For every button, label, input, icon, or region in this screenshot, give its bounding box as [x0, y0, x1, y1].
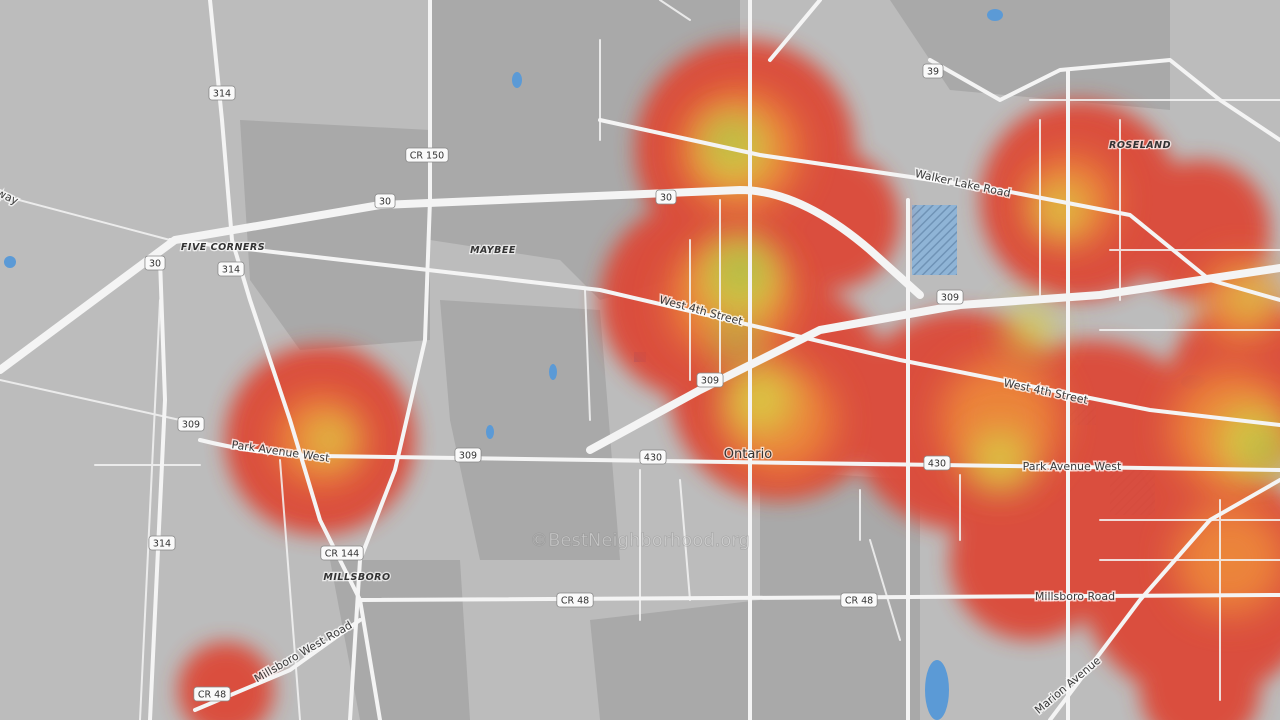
route-shield-box [639, 449, 667, 465]
route-shield-label: 30 [149, 259, 161, 270]
route-shield: 309 [936, 289, 964, 305]
route-shield-box [193, 686, 231, 702]
route-shield-label: 430 [644, 453, 662, 464]
route-shield-box [208, 85, 236, 101]
route-shield-box [374, 193, 396, 209]
road-label: Millsboro Road [1035, 590, 1115, 603]
route-shield: 314 [217, 261, 245, 277]
route-shield-box [177, 416, 205, 432]
route-shield: 30 [374, 193, 396, 209]
route-shield-label: 30 [660, 193, 672, 204]
road-label: Park Avenue West [1023, 460, 1122, 473]
route-shield-box [148, 535, 176, 551]
place-label: Ontario [724, 447, 772, 462]
route-shield-label: 309 [701, 376, 719, 387]
route-shield: 30 [655, 189, 677, 205]
highways [0, 186, 1280, 454]
watermark: ©BestNeighborhood.org [530, 530, 750, 551]
route-shield-label: 30 [379, 197, 391, 208]
place-label: MAYBEE [470, 245, 516, 256]
route-shield-box [320, 545, 364, 561]
route-shield-label: 309 [941, 293, 959, 304]
route-shield-label: 430 [928, 459, 946, 470]
route-shield: CR 144 [320, 545, 364, 561]
place-label: FIVE CORNERS [181, 242, 265, 253]
route-shield: 309 [696, 372, 724, 388]
route-shield-box [405, 147, 449, 163]
route-shield: CR 48 [556, 592, 594, 608]
route-shield: CR 48 [193, 686, 231, 702]
route-shield: 314 [208, 85, 236, 101]
route-shield-box [144, 255, 166, 271]
route-shield: 430 [639, 449, 667, 465]
route-shield-box [556, 592, 594, 608]
route-shield-box [454, 447, 482, 463]
route-shield-label: 314 [213, 89, 231, 100]
route-shield: 309 [177, 416, 205, 432]
route-shield-label: CR 48 [561, 596, 589, 607]
route-shield: CR 48 [840, 592, 878, 608]
place-label: MILLSBORO [323, 572, 390, 583]
route-shield: 39 [922, 63, 944, 79]
route-shield-label: CR 48 [198, 690, 226, 701]
route-shield-label: CR 150 [410, 151, 444, 162]
place-label: ROSELAND [1109, 140, 1171, 151]
route-shield-box [217, 261, 245, 277]
route-shield-box [923, 455, 951, 471]
route-shield-box [655, 189, 677, 205]
roads [148, 0, 1280, 720]
route-shield: 314 [148, 535, 176, 551]
route-shield-label: 309 [459, 451, 477, 462]
route-shield-label: CR 48 [845, 596, 873, 607]
route-shield-label: 39 [927, 67, 939, 78]
route-shield-box [922, 63, 944, 79]
route-shield: 30 [144, 255, 166, 271]
route-shield: 430 [923, 455, 951, 471]
route-shield-box [936, 289, 964, 305]
route-shield-box [696, 372, 724, 388]
route-shield-label: 309 [182, 420, 200, 431]
route-shield-label: CR 144 [325, 549, 359, 560]
route-shield-box [840, 592, 878, 608]
route-shield: 309 [454, 447, 482, 463]
route-shield-label: 314 [153, 539, 171, 550]
route-shield: CR 150 [405, 147, 449, 163]
route-shield-label: 314 [222, 265, 240, 276]
